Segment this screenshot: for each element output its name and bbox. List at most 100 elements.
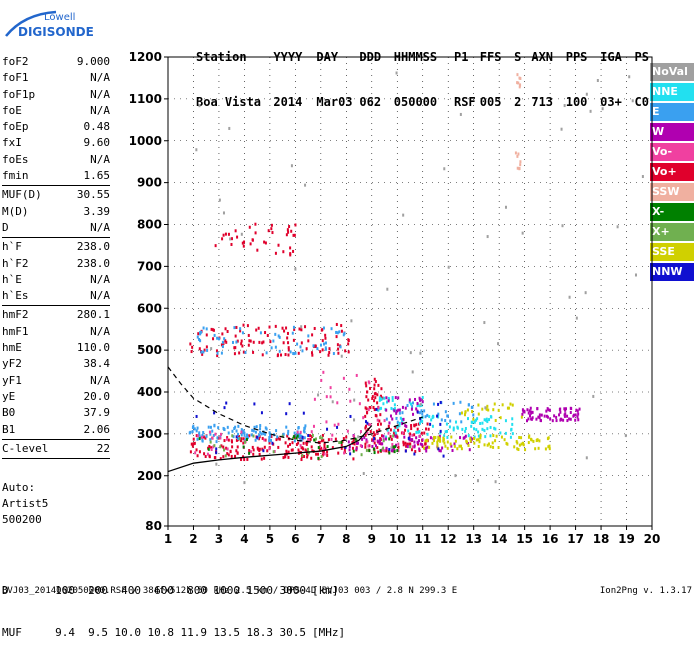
- point-w: [563, 407, 566, 411]
- point-voplus: [380, 442, 383, 446]
- point-vominus: [220, 432, 223, 436]
- point-nne: [388, 397, 391, 401]
- point-w: [530, 411, 533, 415]
- point-vominus: [346, 429, 349, 433]
- legend-item-vominus: Vo-: [650, 143, 694, 161]
- point-nne: [446, 435, 449, 439]
- point-vominus: [366, 440, 369, 444]
- point-e: [241, 429, 244, 433]
- point-voplus: [284, 455, 287, 459]
- legend-item-xplus: X+: [650, 223, 694, 241]
- point-e: [191, 430, 194, 434]
- point-nne: [489, 434, 492, 438]
- y-tick-label: 500: [137, 343, 162, 357]
- point-nnw: [439, 429, 442, 433]
- x-tick-label: 1: [164, 532, 172, 546]
- point-noval: [409, 351, 412, 355]
- point-nne: [486, 427, 489, 431]
- point-noval: [290, 164, 293, 168]
- point-voplus: [230, 242, 233, 246]
- point-voplus: [320, 439, 323, 443]
- point-sse: [522, 443, 525, 447]
- point-voplus: [387, 424, 390, 428]
- point-sse: [434, 436, 437, 440]
- point-nnw: [404, 449, 407, 453]
- point-e: [324, 346, 327, 350]
- point-voplus: [240, 439, 243, 443]
- point-w: [393, 409, 396, 413]
- point-e: [268, 431, 271, 435]
- y-tick-label: 1000: [129, 134, 162, 148]
- point-w: [564, 408, 567, 412]
- point-voplus: [318, 447, 321, 451]
- point-nnw: [271, 441, 274, 445]
- point-e: [215, 440, 218, 444]
- point-nnw: [375, 407, 378, 411]
- point-voplus: [229, 449, 232, 453]
- point-voplus: [192, 442, 195, 446]
- point-xplus: [213, 444, 216, 448]
- point-w: [549, 417, 552, 421]
- point-e: [419, 419, 422, 423]
- point-e: [239, 327, 242, 331]
- point-xplus: [311, 433, 314, 437]
- point-voplus: [402, 431, 405, 435]
- point-sse: [548, 447, 551, 451]
- point-sse: [544, 447, 547, 451]
- point-w: [525, 419, 528, 423]
- header-value-5: RSF: [453, 95, 476, 109]
- point-vominus: [249, 450, 252, 454]
- point-vominus: [329, 386, 332, 390]
- point-e: [231, 429, 234, 433]
- point-xplus: [382, 439, 385, 443]
- point-w: [418, 396, 421, 400]
- polarization-direction-legend: NoVal NNE E W Vo- Vo+ SSW X- X+ SSE NNW: [650, 63, 694, 283]
- x-tick-label: 9: [368, 532, 376, 546]
- point-e: [235, 340, 238, 344]
- point-e: [259, 430, 262, 434]
- point-w: [536, 407, 539, 411]
- param-row-fmin: fmin 1.65: [2, 168, 110, 184]
- point-vominus: [349, 399, 352, 403]
- point-nnw: [307, 433, 310, 437]
- point-xplus: [365, 448, 368, 452]
- point-w: [388, 421, 391, 425]
- point-nne: [464, 429, 467, 433]
- point-voplus: [242, 437, 245, 441]
- point-voplus: [290, 448, 293, 452]
- point-voplus: [242, 441, 245, 445]
- param-value: N/A: [90, 289, 110, 303]
- point-voplus: [416, 427, 419, 431]
- point-e: [221, 345, 224, 349]
- point-voplus: [369, 430, 372, 434]
- point-e: [217, 426, 220, 430]
- point-sse: [479, 436, 482, 440]
- point-e: [196, 426, 199, 430]
- point-e: [411, 401, 414, 405]
- point-nne: [481, 421, 484, 425]
- y-tick-label: 800: [137, 218, 162, 232]
- point-e: [287, 432, 290, 436]
- point-sse: [450, 435, 453, 439]
- point-noval: [585, 456, 588, 460]
- point-voplus: [288, 442, 291, 446]
- point-w: [566, 414, 569, 418]
- point-voplus: [226, 436, 229, 440]
- point-xplus: [272, 450, 275, 454]
- point-voplus: [227, 232, 230, 236]
- param-row-foes: foEs N/A: [2, 152, 110, 168]
- point-vominus: [219, 436, 222, 440]
- param-label: foF1: [2, 71, 29, 85]
- point-voplus: [261, 353, 264, 357]
- point-nnw: [288, 402, 291, 406]
- point-w: [405, 424, 408, 428]
- point-nne: [421, 419, 424, 423]
- point-voplus: [221, 332, 224, 336]
- point-voplus: [293, 327, 296, 331]
- point-voplus: [227, 438, 230, 442]
- point-vominus: [330, 437, 333, 441]
- point-nne: [391, 396, 394, 400]
- point-w: [371, 444, 374, 448]
- param-row-b1: B1 2.06: [2, 422, 110, 438]
- point-noval: [229, 237, 232, 241]
